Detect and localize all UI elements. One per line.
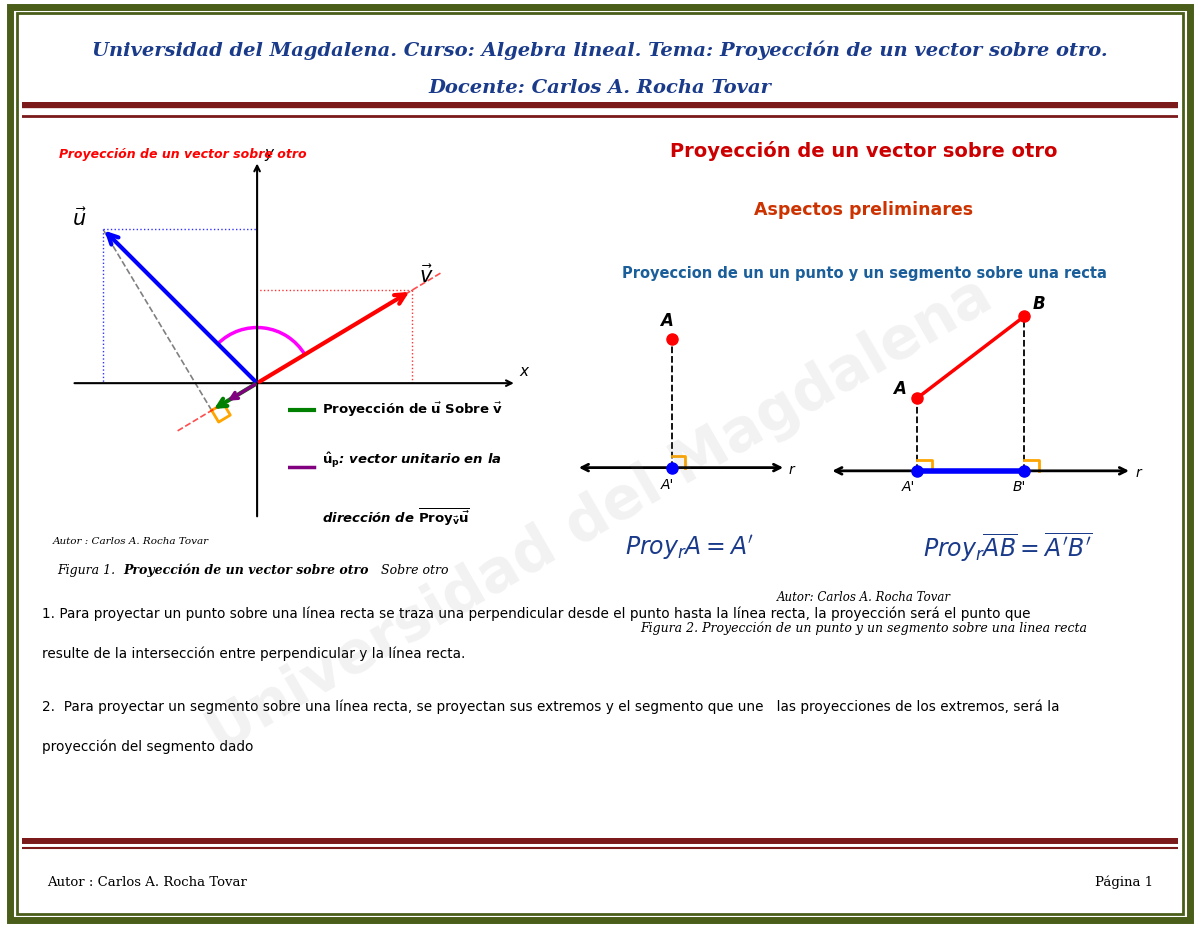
Text: $\mathbf{\hat{u}_p}$: vector unitario en la: $\mathbf{\hat{u}_p}$: vector unitario en… bbox=[323, 451, 502, 470]
Text: Proyección de un vector sobre otro: Proyección de un vector sobre otro bbox=[59, 147, 307, 160]
Text: Autor : Carlos A. Rocha Tovar: Autor : Carlos A. Rocha Tovar bbox=[47, 876, 247, 889]
Text: r: r bbox=[1135, 465, 1141, 479]
Text: 1. Para proyectar un punto sobre una línea recta se traza una perpendicular desd: 1. Para proyectar un punto sobre una lín… bbox=[42, 606, 1030, 621]
Text: $\mathit{Proy}_r A = A^\prime$: $\mathit{Proy}_r A = A^\prime$ bbox=[625, 533, 754, 562]
Text: proyección del segmento dado: proyección del segmento dado bbox=[42, 740, 253, 755]
Text: B: B bbox=[1032, 295, 1045, 313]
Text: Proyección de un vector sobre otro: Proyección de un vector sobre otro bbox=[124, 564, 368, 577]
Text: dirección de $\mathbf{\overline{Proy_{\vec{v}}\vec{u}}}$: dirección de $\mathbf{\overline{Proy_{\v… bbox=[323, 506, 470, 527]
Text: Docente: Carlos A. Rocha Tovar: Docente: Carlos A. Rocha Tovar bbox=[428, 79, 772, 97]
Text: A: A bbox=[660, 312, 673, 330]
Text: Universidad del Magdalena: Universidad del Magdalena bbox=[198, 267, 1002, 764]
Text: $\vec{u}$: $\vec{u}$ bbox=[72, 207, 86, 230]
Text: Figura 2. Proyección de un punto y un segmento sobre una linea recta: Figura 2. Proyección de un punto y un se… bbox=[641, 622, 1087, 635]
Text: Universidad del Magdalena. Curso: Algebra lineal. Tema: Proyección de un vector : Universidad del Magdalena. Curso: Algebr… bbox=[92, 40, 1108, 59]
Text: Página 1: Página 1 bbox=[1094, 876, 1153, 889]
Text: $\mathit{Proy}_r \overline{AB} = \overline{A^\prime B^\prime}$: $\mathit{Proy}_r \overline{AB} = \overli… bbox=[923, 530, 1092, 565]
Text: Autor: Carlos A. Rocha Tovar: Autor: Carlos A. Rocha Tovar bbox=[778, 591, 952, 604]
Text: Autor : Carlos A. Rocha Tovar: Autor : Carlos A. Rocha Tovar bbox=[53, 537, 209, 546]
Text: x: x bbox=[520, 363, 529, 379]
Text: Sobre otro: Sobre otro bbox=[377, 564, 448, 577]
Text: $\mathbf{Proyección\ de}\ \vec{\mathbf{u}}\ \mathbf{Sobre}\ \vec{\mathbf{v}}$: $\mathbf{Proyección\ de}\ \vec{\mathbf{u… bbox=[323, 401, 503, 419]
Text: $\vec{v}$: $\vec{v}$ bbox=[419, 264, 433, 287]
Text: B': B' bbox=[1013, 480, 1026, 494]
Text: Aspectos preliminares: Aspectos preliminares bbox=[755, 201, 973, 219]
Text: Proyeccion de un un punto y un segmento sobre una recta: Proyeccion de un un punto y un segmento … bbox=[622, 266, 1106, 281]
Text: A': A' bbox=[661, 478, 674, 492]
Text: A': A' bbox=[902, 480, 916, 494]
Text: Proyección de un vector sobre otro: Proyección de un vector sobre otro bbox=[671, 142, 1057, 161]
Text: A: A bbox=[893, 379, 906, 398]
Text: Figura 1.: Figura 1. bbox=[58, 564, 119, 577]
Text: r: r bbox=[790, 463, 794, 476]
Text: resulte de la intersección entre perpendicular y la línea recta.: resulte de la intersección entre perpend… bbox=[42, 646, 466, 661]
Text: y: y bbox=[264, 146, 274, 160]
Text: 2.  Para proyectar un segmento sobre una línea recta, se proyectan sus extremos : 2. Para proyectar un segmento sobre una … bbox=[42, 700, 1060, 715]
